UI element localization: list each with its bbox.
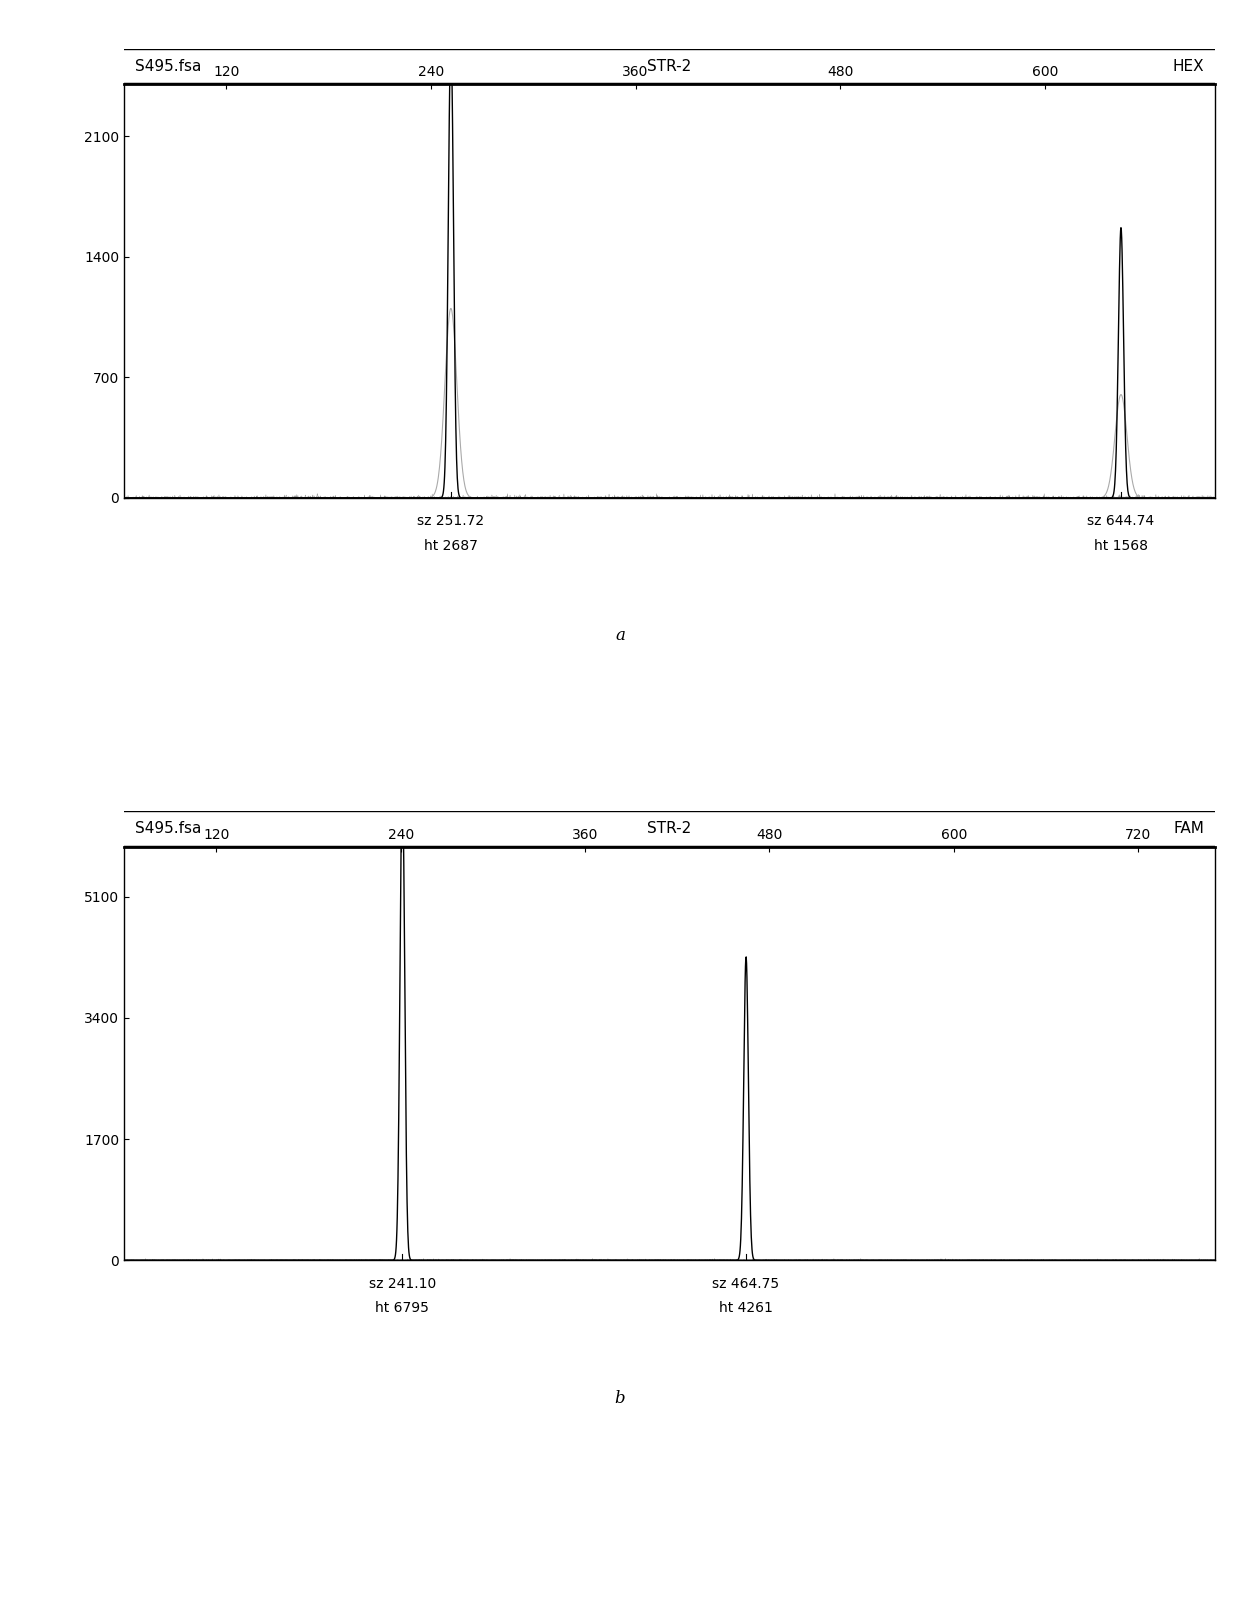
Text: sz 644.74: sz 644.74: [1087, 514, 1154, 529]
Text: ht 4261: ht 4261: [719, 1301, 773, 1315]
Text: sz 241.10: sz 241.10: [368, 1277, 436, 1291]
Text: ht 6795: ht 6795: [376, 1301, 429, 1315]
Text: STR-2: STR-2: [647, 821, 692, 837]
Text: STR-2: STR-2: [647, 58, 692, 75]
Text: ht 1568: ht 1568: [1094, 539, 1148, 553]
Text: S495.fsa: S495.fsa: [135, 58, 201, 75]
Text: a: a: [615, 628, 625, 644]
Text: sz 464.75: sz 464.75: [713, 1277, 780, 1291]
Text: ht 2687: ht 2687: [424, 539, 477, 553]
Text: b: b: [615, 1390, 625, 1406]
Text: FAM: FAM: [1173, 821, 1204, 837]
Text: HEX: HEX: [1173, 58, 1204, 75]
Text: sz 251.72: sz 251.72: [418, 514, 485, 529]
Text: S495.fsa: S495.fsa: [135, 821, 201, 837]
